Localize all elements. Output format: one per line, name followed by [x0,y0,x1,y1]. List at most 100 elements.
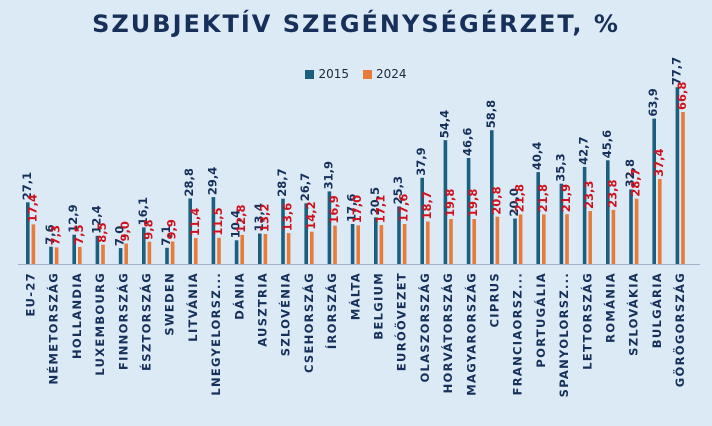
bar-2015 [142,227,146,264]
data-label-2024: 9,9 [165,219,179,239]
data-label-2024: 21,8 [536,184,550,212]
category-label: CSEHORSZÁG [301,272,316,373]
bar-2015 [374,217,378,264]
category-label: LITVÁNIA [185,272,200,342]
data-label-2024: 28,7 [629,168,643,196]
data-label-2024: 17,0 [350,195,364,223]
bar-2024 [54,247,59,264]
data-label-2024: 21,9 [559,184,573,212]
data-label-2015: 13,4 [252,203,266,231]
bar-2015 [188,198,192,264]
category-label: SZLOVÉNIA [278,272,293,356]
data-label-2024: 23,8 [605,180,619,208]
data-label-2015: 7,1 [159,225,173,245]
data-label-2015: 10,4 [229,210,243,238]
legend-swatch-2015 [305,69,315,79]
bar-2024 [147,241,152,264]
data-label-2015: 27,1 [20,172,34,200]
data-label-2024: 11,4 [188,208,202,236]
bar-2015 [26,202,30,264]
data-label-2024: 20,8 [489,186,503,214]
bar-2015 [582,166,587,264]
data-label-2015: 7,0 [113,226,127,246]
data-label-2015: 31,9 [321,161,335,189]
bar-2024 [681,112,685,264]
category-label: SPANYOLORSZ... [557,272,571,397]
category-label: BELGIUM [372,272,386,340]
chart-title: SZUBJEKTÍV SZEGÉNYSÉGÉRZET, % [92,10,620,38]
data-label-2024: 17,4 [25,194,39,222]
data-label-2024: 17,6 [397,194,411,222]
bar-2024 [101,244,105,264]
data-label-2015: 28,8 [182,168,196,196]
bar-2015 [350,224,355,264]
category-label: BULGÁRIA [649,272,664,348]
bar-2024 [658,178,662,264]
category-label: EURÓÖVEZET [394,272,409,371]
category-label: LUXEMBOURG [93,272,107,376]
category-label: LNEGYELORSZ... [209,272,223,396]
legend-label-2024: 2024 [376,67,407,81]
category-label: HORVÁTORSZÁG [440,272,455,393]
bar-2015 [281,198,285,264]
data-label-2015: 35,3 [553,153,567,181]
bar-2024 [518,214,523,264]
legend-label-2015: 2015 [318,67,349,81]
bar-2015 [211,197,216,264]
bar-2015 [118,248,123,264]
bar-2024 [194,238,198,264]
bar-2015 [420,177,424,264]
data-label-2024: 19,8 [466,189,480,217]
category-label: ROMÁNIA [603,272,618,343]
bar-2024 [240,234,244,264]
data-label-2024: 7,3 [49,225,63,245]
data-label-2015: 20,5 [368,187,382,215]
bar-2024 [286,233,291,264]
bar-2015 [490,130,494,264]
data-label-2024: 16,9 [327,195,341,223]
bar-2024 [379,225,384,264]
category-label: LETTORSZÁG [579,272,594,370]
data-label-2024: 11,5 [211,207,225,235]
category-label: MAGYARORSZÁG [463,272,478,396]
data-label-2015: 16,1 [136,197,150,225]
bar-2024 [611,209,616,264]
category-label: NÉMETORSZÁG [46,272,61,385]
data-label-2015: 77,7 [669,57,683,85]
bar-2015 [258,233,262,264]
bar-2015 [559,183,564,264]
data-label-2024: 13,2 [257,204,271,232]
bar-2024 [356,225,360,264]
category-label: MÁLTA [347,272,362,320]
category-label: ÍRORSZÁG [324,272,339,349]
bar-2015 [606,160,610,264]
data-label-2024: 12,8 [234,205,248,233]
bar-2024 [402,224,407,264]
data-label-2015: 12,9 [66,204,80,232]
category-label: PORTUGÁLIA [533,272,548,368]
bar-2015 [397,206,401,264]
data-label-2024: 8,5 [95,222,109,242]
data-label-2015: 40,4 [530,142,544,170]
legend-item-2015: 2015 [305,67,349,81]
bar-2015 [304,203,308,264]
category-label: GÖRÖGORSZÁG [672,272,687,387]
bar-2015 [513,218,517,264]
bar-2015 [165,247,169,264]
bar-2015 [49,246,53,264]
data-label-2024: 37,4 [652,149,666,177]
data-label-2024: 66,8 [675,82,689,110]
bar-2024 [31,224,36,264]
bar-2024 [78,246,82,264]
bar-2015 [652,118,656,264]
legend-item-2024: 2024 [363,67,407,81]
bar-2024 [542,214,546,264]
data-label-2015: 25,3 [391,176,405,204]
data-label-2015: 17,6 [345,194,359,222]
bar-2015 [536,172,540,264]
data-label-2015: 63,9 [646,88,660,116]
data-label-2024: 7,5 [72,225,86,245]
bar-2015 [95,235,100,264]
bar-2015 [675,87,680,264]
bar-2024 [449,219,453,264]
